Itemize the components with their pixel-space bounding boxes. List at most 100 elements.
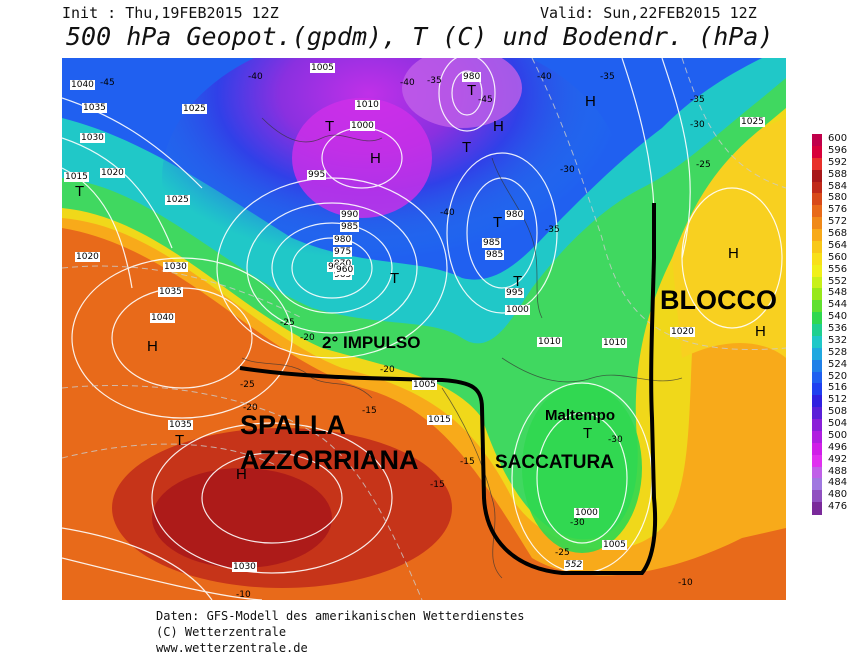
temperature-label: -25	[240, 380, 255, 390]
legend-label: 580	[828, 192, 848, 204]
isobar-label: 1030	[163, 262, 188, 272]
isobar-label: 1025	[165, 195, 190, 205]
temperature-label: -25	[280, 318, 295, 328]
footer-copyright: (C) Wetterzentrale	[156, 625, 287, 639]
isobar-label: 1020	[75, 252, 100, 262]
annotation-azzorriana: AZZORRIANA	[240, 445, 419, 475]
temperature-label: -10	[678, 578, 693, 588]
legend-swatch	[812, 288, 822, 301]
temperature-label: -20	[243, 403, 258, 413]
legend-label: 508	[828, 406, 848, 418]
legend-label: 556	[828, 263, 848, 275]
high-pressure-marker: H	[728, 245, 739, 262]
legend-swatch	[812, 359, 822, 372]
temperature-label: -25	[696, 160, 711, 170]
legend-label: 548	[828, 287, 848, 299]
legend-label: 484	[828, 477, 848, 489]
legend-label: 552	[828, 275, 848, 287]
legend-label: 588	[828, 168, 848, 180]
temperature-label: -35	[545, 225, 560, 235]
contour-552-label: 552	[564, 560, 584, 570]
isobar-label: 1030	[232, 562, 257, 572]
isobar-label: 1010	[355, 100, 380, 110]
isobar-label: 995	[307, 170, 327, 180]
isobar-label: 1035	[82, 103, 107, 113]
legend-swatch	[812, 324, 822, 337]
isobar-label: 1010	[537, 337, 562, 347]
low-pressure-marker: T	[462, 139, 472, 156]
high-pressure-marker: H	[370, 150, 381, 167]
legend-label: 504	[828, 418, 848, 429]
legend-swatch	[812, 240, 822, 254]
legend-swatch	[812, 217, 822, 230]
annotation-secondo-impulso: 2° IMPULSO	[322, 333, 421, 352]
legend-swatch	[812, 181, 822, 194]
low-pressure-marker: T	[325, 118, 335, 135]
legend-swatch	[812, 407, 822, 420]
footer-source: Daten: GFS-Modell des amerikanischen Wet…	[156, 609, 525, 623]
legend-label: 532	[828, 334, 848, 346]
legend-swatch	[812, 419, 822, 432]
low-pressure-marker: T	[175, 432, 185, 449]
isobar-label: 985	[482, 238, 502, 248]
legend-swatch	[812, 454, 822, 467]
map-field	[62, 58, 786, 600]
isobar-label: 1010	[602, 338, 627, 348]
isobar-label: 1000	[505, 305, 530, 315]
isobar-label: 1040	[150, 313, 175, 323]
legend-swatch	[812, 134, 822, 147]
temperature-label: -35	[427, 76, 442, 86]
isobar-label: 975	[333, 247, 353, 257]
legend-swatch	[812, 430, 822, 444]
isobar-label: 1025	[182, 104, 207, 114]
isobar-label: 1020	[670, 327, 695, 337]
legend-label: 564	[828, 239, 848, 251]
legend-swatch	[812, 205, 822, 218]
high-pressure-marker: H	[585, 93, 596, 110]
isobar-label: 980	[462, 72, 482, 82]
legend-label: 584	[828, 180, 848, 192]
temperature-label: -40	[248, 72, 263, 82]
legend-swatch	[812, 502, 822, 515]
saccatura-outline	[239, 203, 658, 575]
isobar-label: 1000	[574, 508, 599, 518]
isobar-label: 1035	[168, 420, 193, 430]
temperature-label: -35	[690, 95, 705, 105]
footer-website: www.wetterzentrale.de	[156, 641, 308, 655]
annotation-saccatura: SACCATURA	[495, 452, 614, 473]
low-pressure-marker: T	[390, 270, 400, 287]
legend-swatch	[812, 312, 822, 325]
legend-swatch	[812, 478, 822, 491]
legend-label: 480	[828, 489, 848, 501]
legend-label: 600	[828, 133, 848, 144]
legend-label: 512	[828, 394, 848, 406]
isobar-label: 980	[505, 210, 525, 220]
legend-label: 540	[828, 311, 848, 323]
low-pressure-marker: T	[467, 82, 477, 99]
init-time: Init : Thu,19FEB2015 12Z	[62, 4, 279, 22]
low-pressure-marker: T	[513, 273, 523, 290]
temperature-label: -20	[380, 365, 395, 375]
temperature-label: -40	[400, 78, 415, 88]
legend-label: 488	[828, 465, 848, 477]
temperature-label: -30	[690, 120, 705, 130]
isobar-label: 1035	[158, 287, 183, 297]
legend-label: 572	[828, 216, 848, 228]
isobar-label: 1040	[70, 80, 95, 90]
legend-label: 528	[828, 346, 848, 358]
legend-label: 476	[828, 501, 848, 513]
low-pressure-marker: T	[493, 214, 503, 231]
annotation-maltempo: Maltempo	[545, 407, 616, 424]
isobar-label: 960	[335, 265, 355, 275]
legend-swatch	[812, 252, 822, 266]
legend-label: 576	[828, 204, 848, 216]
isobar-label: 1000	[350, 121, 375, 131]
legend-label: 492	[828, 453, 848, 465]
legend-label: 568	[828, 228, 848, 239]
legend-label: 524	[828, 358, 848, 370]
legend-swatch	[812, 383, 822, 396]
legend-label: 596	[828, 144, 848, 156]
legend-label: 544	[828, 299, 848, 311]
legend-swatch	[812, 490, 822, 503]
legend-swatch	[812, 229, 822, 242]
